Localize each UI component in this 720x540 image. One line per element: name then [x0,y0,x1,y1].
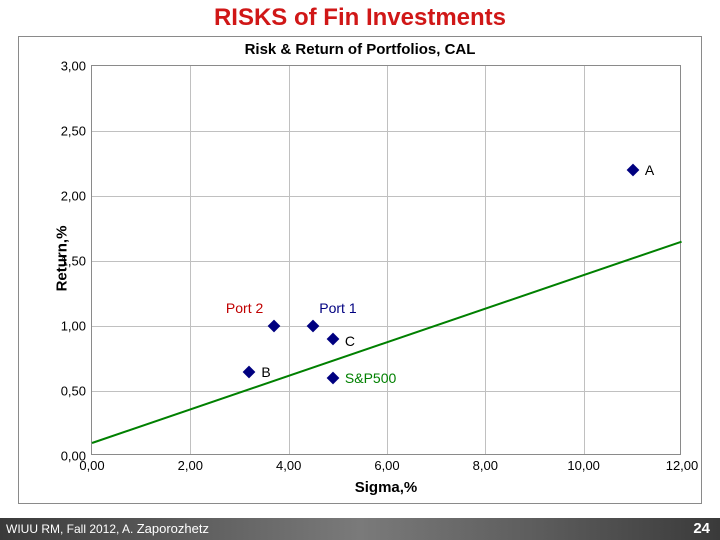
data-point-a [626,164,639,177]
x-tick-label: 2,00 [178,458,203,473]
chart-plot-area: 0,000,501,001,502,002,503,000,002,004,00… [91,65,681,455]
x-tick-label: 6,00 [374,458,399,473]
gridline-h [92,131,680,132]
gridline-v [190,66,191,454]
x-tick-label: 12,00 [666,458,699,473]
gridline-h [92,196,680,197]
data-label-sp500: S&P500 [345,370,396,386]
slide: RISKS of Fin Investments Risk & Return o… [0,0,720,540]
chart-container: Risk & Return of Portfolios, CAL 0,000,5… [18,36,702,504]
gridline-h [92,326,680,327]
footer-name: Zaporozhetz [137,521,209,536]
slide-footer: WIUU RM, Fall 2012, A. Zaporozhetz 24 [0,518,720,540]
footer-page-number: 24 [693,520,710,537]
gridline-v [387,66,388,454]
gridline-h [92,261,680,262]
data-point-b [243,365,256,378]
data-point-port2 [268,320,281,333]
x-tick-label: 0,00 [79,458,104,473]
y-tick-label: 2,00 [61,189,86,204]
data-label-a: A [645,162,654,178]
gridline-h [92,391,680,392]
x-axis-label: Sigma,% [355,479,418,496]
x-tick-label: 8,00 [473,458,498,473]
data-point-sp500 [327,372,340,385]
chart-title: Risk & Return of Portfolios, CAL [19,37,701,58]
data-label-c: C [345,333,355,349]
footer-author: WIUU RM, Fall 2012, A. Zaporozhetz [6,521,209,536]
x-tick-label: 4,00 [276,458,301,473]
x-tick-label: 10,00 [567,458,600,473]
data-point-port1 [307,320,320,333]
data-label-port2: Port 2 [226,300,263,316]
y-tick-label: 2,50 [61,124,86,139]
y-axis-label: Return,% [53,226,70,292]
gridline-v [485,66,486,454]
y-tick-label: 0,50 [61,384,86,399]
y-tick-label: 3,00 [61,59,86,74]
data-point-c [327,333,340,346]
gridline-v [289,66,290,454]
footer-prefix: WIUU RM, Fall 2012, A. [6,522,137,536]
data-label-b: B [261,364,270,380]
y-tick-label: 1,00 [61,319,86,334]
slide-title: RISKS of Fin Investments [0,4,720,32]
gridline-v [584,66,585,454]
data-label-port1: Port 1 [319,300,356,316]
